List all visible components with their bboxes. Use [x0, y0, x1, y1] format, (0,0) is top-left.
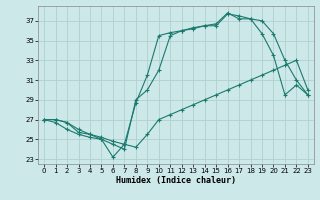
X-axis label: Humidex (Indice chaleur): Humidex (Indice chaleur) — [116, 176, 236, 185]
